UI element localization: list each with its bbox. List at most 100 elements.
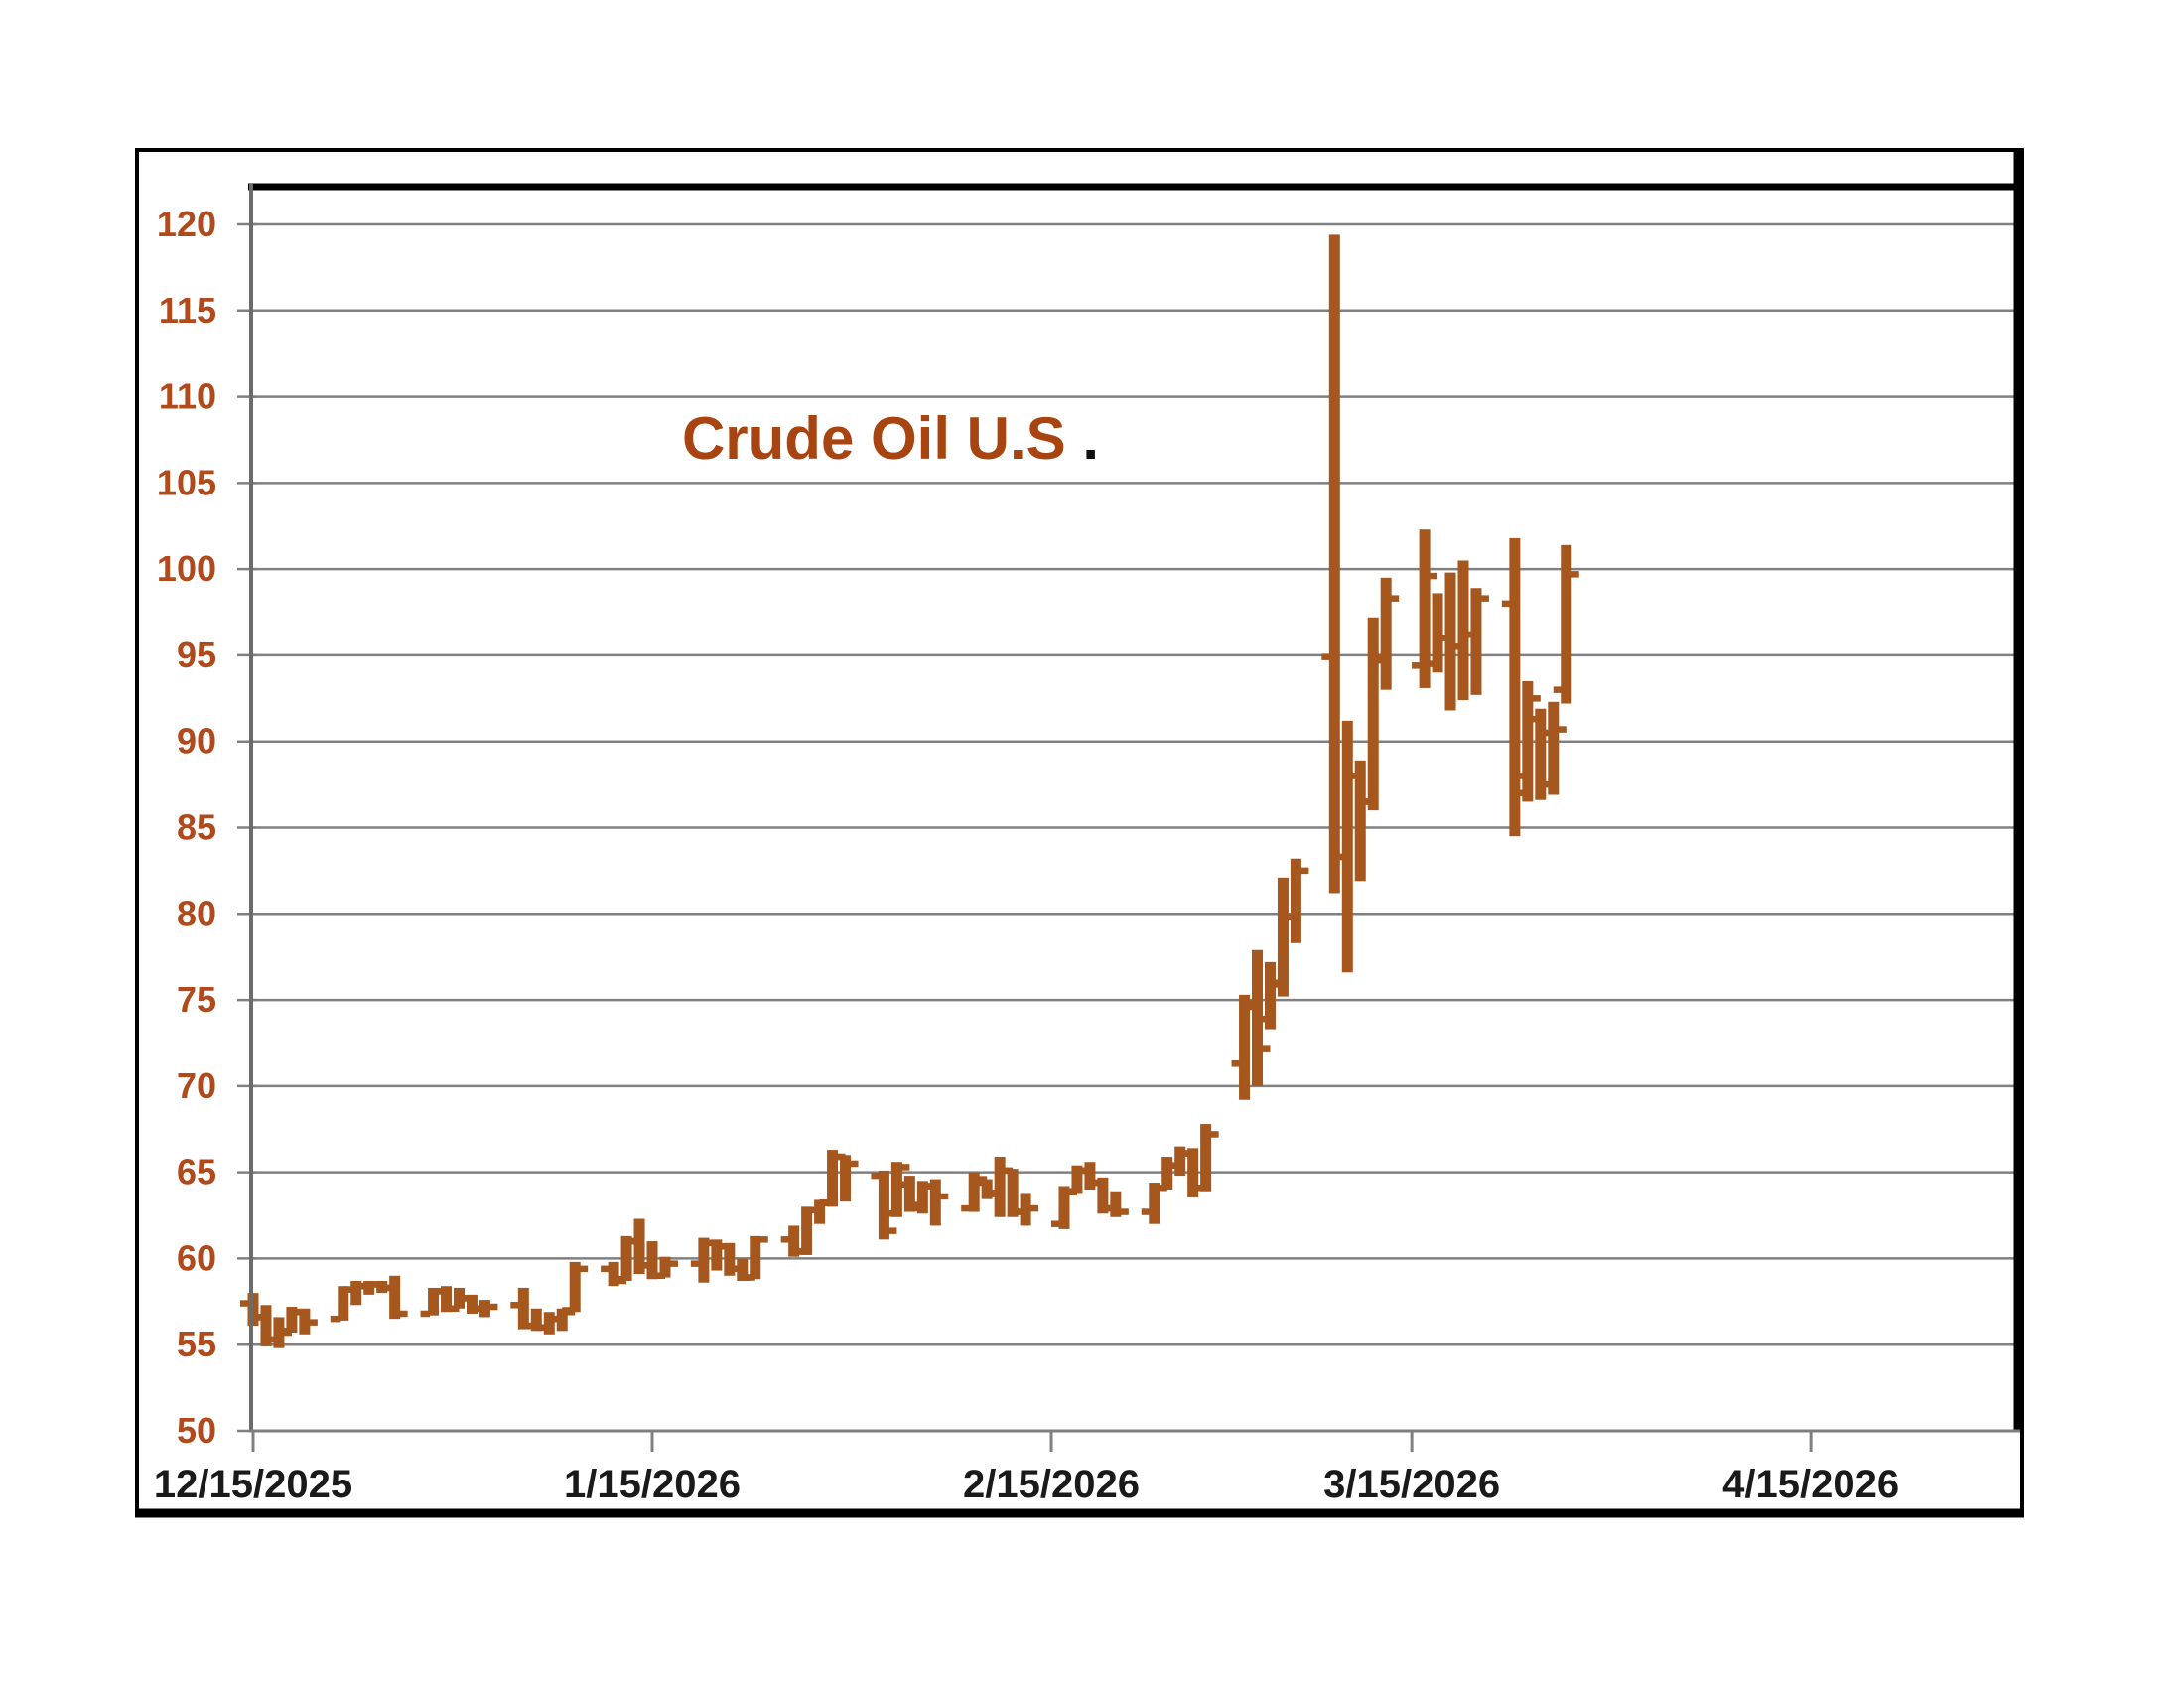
open-tick	[1231, 1060, 1242, 1067]
open-tick	[1141, 1208, 1152, 1215]
x-axis-label-1/15/2026: 1/15/2026	[564, 1463, 741, 1506]
close-tick	[1479, 595, 1489, 602]
open-tick	[1373, 653, 1383, 660]
hl-range	[724, 1242, 736, 1276]
open-tick	[510, 1302, 520, 1309]
hl-range	[698, 1237, 710, 1283]
open-tick	[1360, 798, 1370, 805]
close-tick	[938, 1193, 949, 1200]
open-tick	[1154, 1185, 1164, 1192]
hl-range	[1058, 1186, 1070, 1229]
open-tick	[871, 1172, 881, 1180]
chart-title-main: Crude Oil U.S	[682, 405, 1066, 472]
open-tick	[1063, 1188, 1074, 1195]
hl-range	[659, 1256, 671, 1278]
hl-range	[556, 1308, 568, 1332]
close-tick	[1531, 695, 1541, 702]
close-tick	[1298, 867, 1309, 875]
open-tick	[909, 1204, 919, 1212]
hl-range	[1174, 1146, 1186, 1177]
open-tick	[703, 1239, 714, 1247]
ohlc-bar	[1462, 588, 1489, 695]
hl-range	[1239, 994, 1251, 1100]
open-tick	[1540, 780, 1551, 788]
open-tick	[780, 1236, 791, 1243]
ohlc-bar	[1102, 1191, 1129, 1217]
close-tick	[1028, 1204, 1039, 1212]
hl-range	[633, 1218, 645, 1275]
ohlc-bars	[240, 234, 1579, 1348]
y-axis-label-115: 115	[159, 290, 216, 331]
axis-labels: 120 115 110 105 100 95 90 85 80 75 70 65 60 55 50 12/15…	[154, 204, 1899, 1506]
ohlc-bar	[1412, 529, 1438, 688]
hl-range	[1264, 961, 1276, 1030]
open-tick	[729, 1265, 740, 1273]
y-axis-label-105: 105	[157, 462, 216, 502]
open-tick	[291, 1308, 302, 1316]
open-tick	[433, 1288, 444, 1295]
close-tick	[308, 1319, 318, 1326]
open-tick	[1462, 631, 1473, 638]
close-tick	[578, 1265, 589, 1273]
hl-range	[903, 1176, 915, 1212]
open-tick	[1514, 773, 1525, 779]
hl-range	[1084, 1162, 1096, 1190]
hl-range	[428, 1287, 440, 1316]
ohlc-bar	[884, 1162, 910, 1217]
open-tick	[1347, 773, 1357, 779]
hl-range	[916, 1181, 928, 1214]
open-tick	[1076, 1167, 1087, 1175]
hl-range	[827, 1150, 839, 1207]
hl-range	[981, 1179, 993, 1199]
open-tick	[1412, 662, 1422, 669]
open-tick	[1425, 660, 1434, 667]
open-tick	[1013, 1208, 1023, 1215]
hl-range	[929, 1179, 941, 1226]
open-tick	[716, 1243, 727, 1250]
x-axis-label-3/15/2026: 3/15/2026	[1323, 1463, 1500, 1506]
close-tick	[398, 1310, 408, 1318]
close-tick	[1389, 595, 1400, 602]
open-tick	[1527, 715, 1538, 723]
ohlc-bar	[1192, 1124, 1219, 1192]
open-tick	[1192, 1185, 1203, 1192]
hl-range	[1071, 1165, 1083, 1194]
open-tick	[368, 1281, 379, 1288]
hl-range	[1522, 680, 1534, 802]
open-tick	[1501, 600, 1512, 608]
open-tick	[1257, 1015, 1267, 1023]
hl-range	[994, 1157, 1006, 1217]
hl-range	[1341, 720, 1353, 973]
open-tick	[1283, 914, 1293, 921]
open-tick	[1102, 1204, 1113, 1212]
open-tick	[330, 1315, 341, 1323]
hl-range	[1367, 617, 1379, 811]
open-tick	[614, 1275, 623, 1283]
hl-range	[1328, 234, 1340, 894]
hl-range	[1509, 537, 1521, 837]
hl-range	[569, 1261, 581, 1313]
close-tick	[899, 1164, 910, 1171]
hl-range	[1200, 1124, 1212, 1192]
hl-range	[814, 1199, 826, 1224]
hl-range	[737, 1258, 749, 1281]
ohlc-bar	[1540, 701, 1567, 795]
open-tick	[355, 1282, 366, 1290]
open-tick	[523, 1322, 533, 1330]
hl-range	[338, 1286, 349, 1321]
open-tick	[1050, 1220, 1061, 1227]
hl-range	[801, 1206, 813, 1255]
ohlc-bar	[922, 1179, 949, 1226]
open-tick	[446, 1305, 456, 1313]
plot-borders	[248, 150, 2021, 1433]
open-tick	[1270, 979, 1280, 986]
hl-range	[620, 1235, 632, 1281]
hl-range	[1277, 877, 1289, 997]
outer-frame	[135, 148, 2024, 1514]
y-axis-label-70: 70	[177, 1065, 216, 1106]
gridlines	[251, 222, 2017, 1346]
open-tick	[536, 1324, 546, 1332]
open-tick	[819, 1198, 830, 1205]
y-axis-label-55: 55	[177, 1324, 216, 1364]
